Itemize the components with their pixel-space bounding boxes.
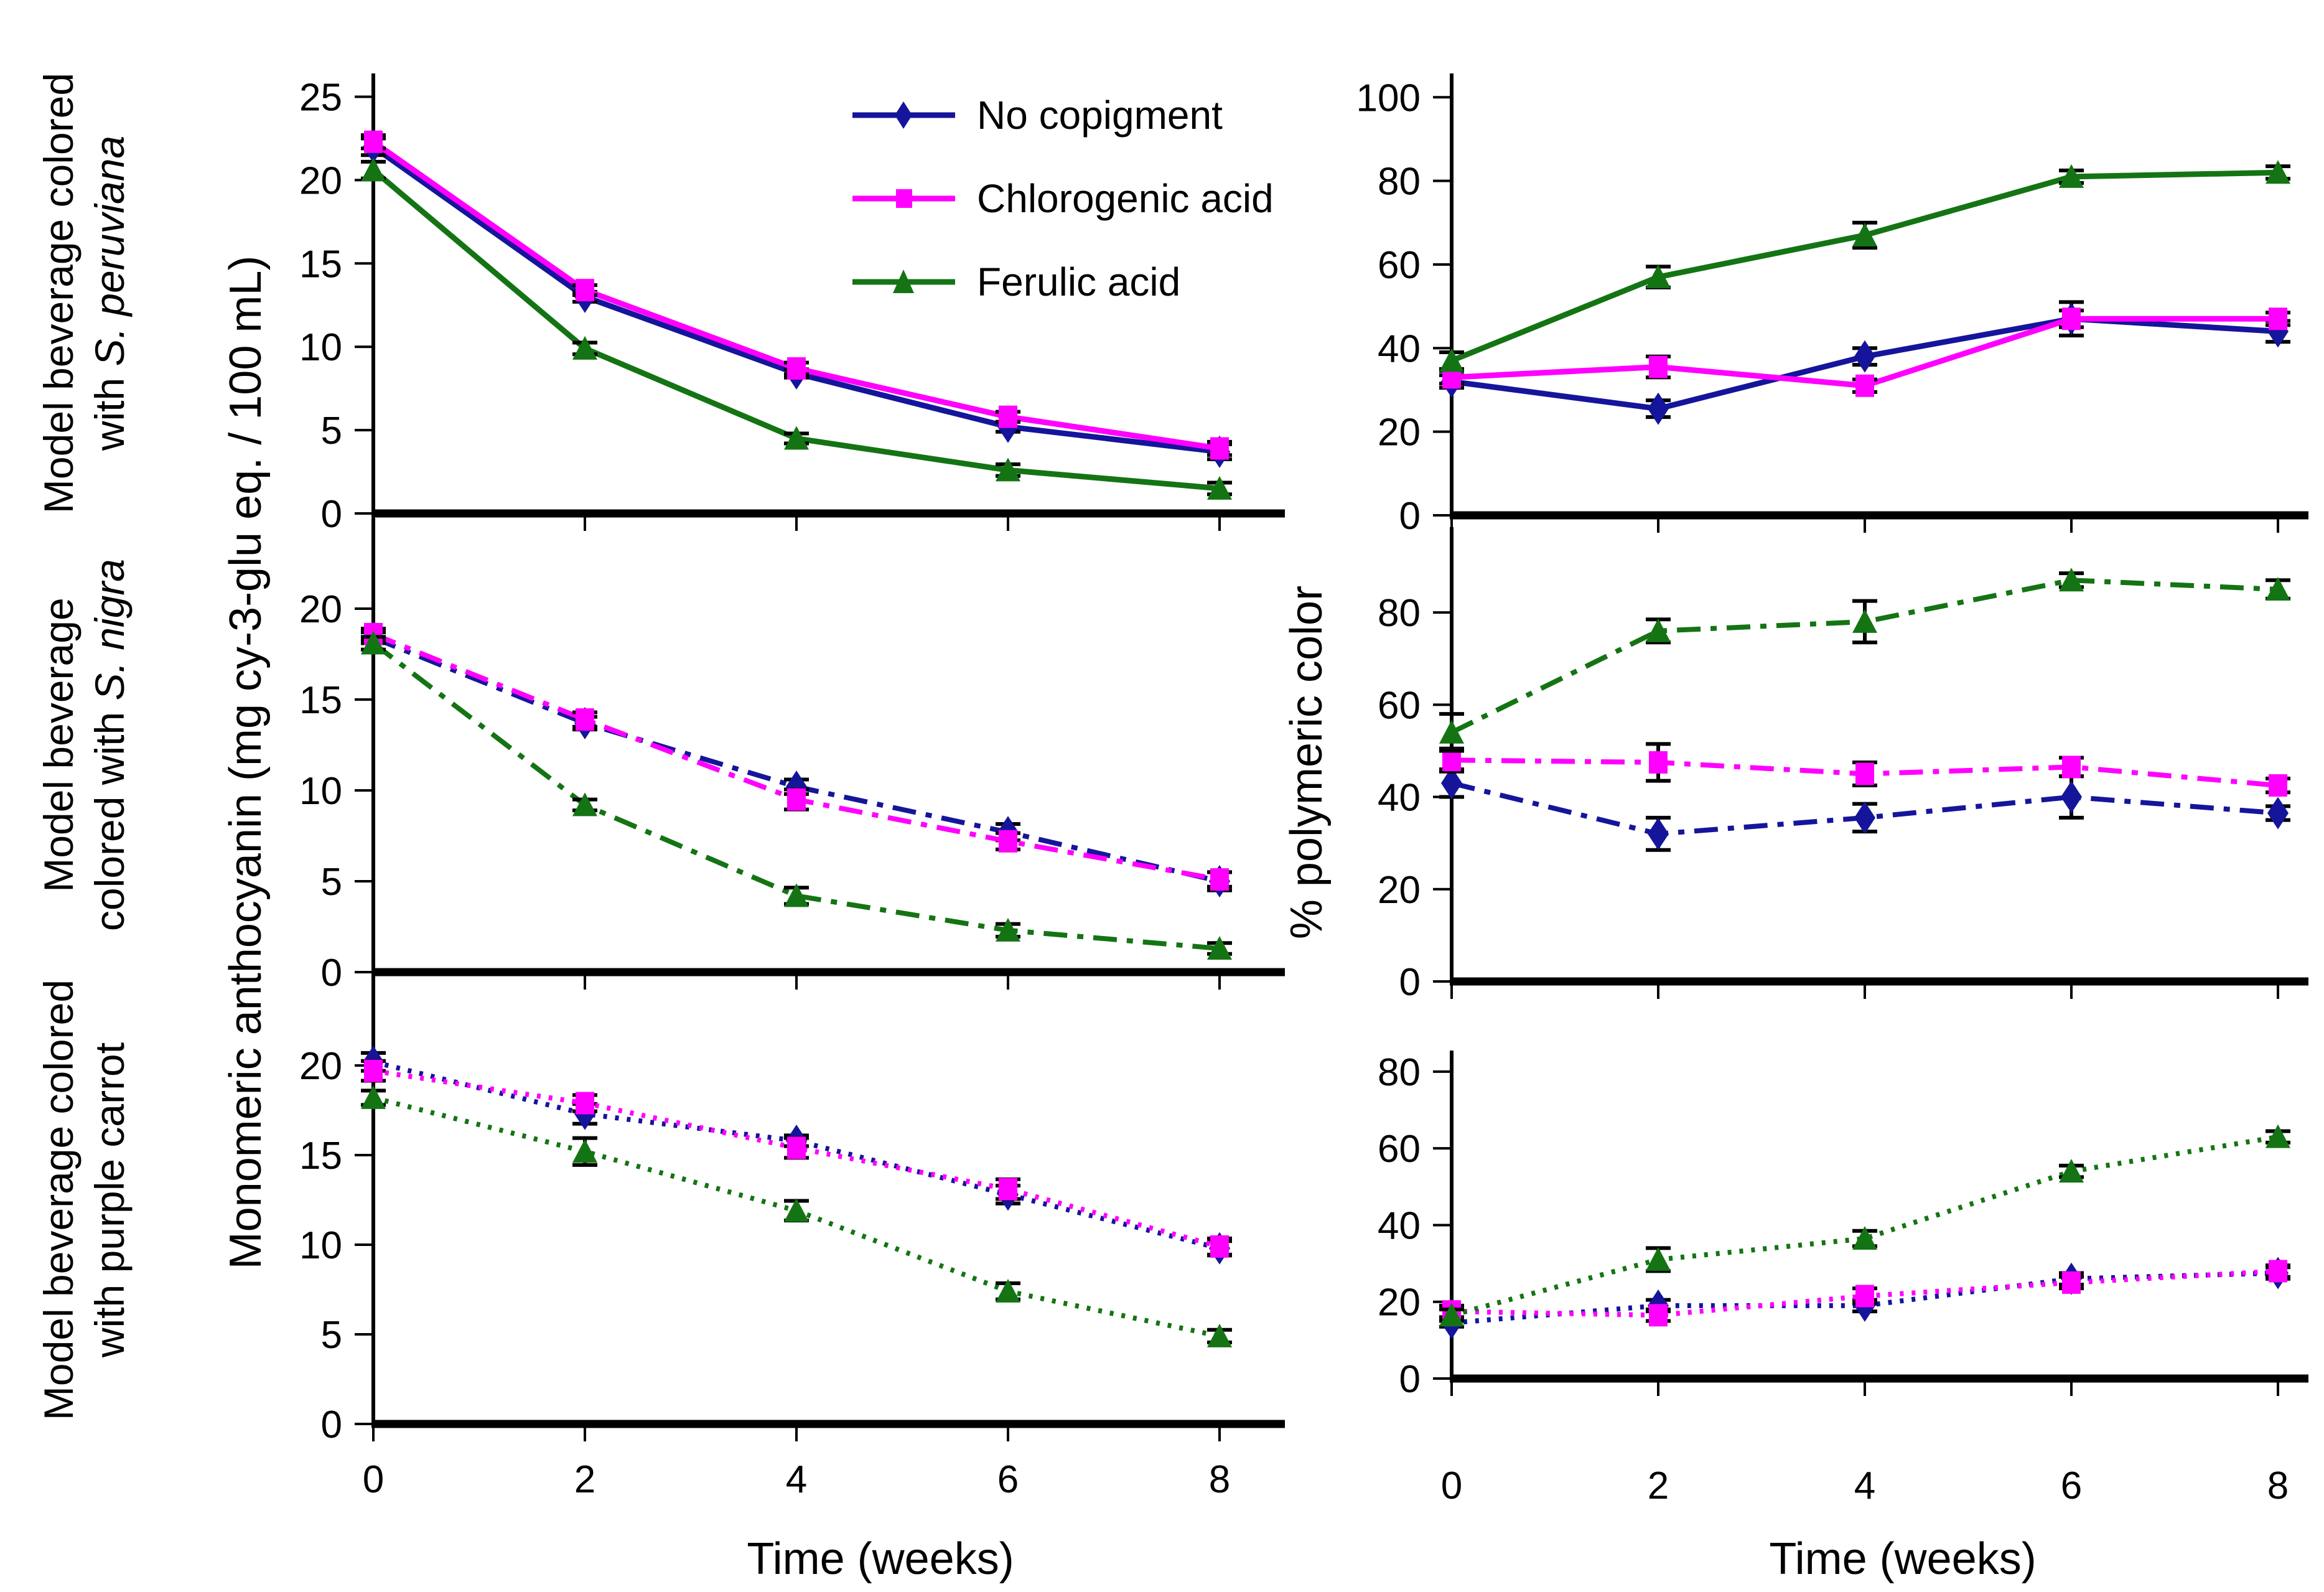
svg-text:25: 25 (299, 76, 342, 119)
x-axis-label-right: Time (weeks) (1769, 1534, 2037, 1584)
legend-label: Chlorogenic acid (977, 176, 1274, 221)
svg-text:80: 80 (1378, 161, 1421, 204)
legend-item-ferulic-acid: Ferulic acid (849, 240, 1274, 324)
svg-text:20: 20 (1378, 411, 1421, 454)
panel-nigra-polymeric: 0 20 40 60 80 (1378, 527, 2308, 1004)
svg-text:0: 0 (1399, 1358, 1421, 1401)
panel-peruviana-monomeric: 0 5 10 15 20 25 (299, 73, 1285, 536)
svg-text:60: 60 (1378, 244, 1421, 287)
svg-text:40: 40 (1378, 1204, 1421, 1247)
svg-text:2: 2 (574, 1458, 595, 1501)
svg-text:0: 0 (1399, 495, 1421, 538)
svg-text:4: 4 (786, 1458, 807, 1501)
svg-text:8: 8 (2267, 1464, 2289, 1507)
svg-text:10: 10 (299, 770, 342, 813)
legend-marker-no-copigment-icon (852, 101, 955, 129)
legend-marker-ferulic-acid-icon (852, 269, 955, 293)
svg-text:0: 0 (363, 1458, 384, 1501)
svg-text:20: 20 (299, 1045, 342, 1088)
svg-text:10: 10 (299, 326, 342, 369)
row-label-purple-carrot-line2: with purple carrot (86, 1042, 133, 1358)
legend-label: No copigment (977, 93, 1223, 138)
row-label-peruviana-line1: Model beverage colored (35, 72, 82, 514)
row-label-nigra-line1: Model beverage (35, 597, 82, 892)
svg-text:15: 15 (299, 679, 342, 722)
svg-text:0: 0 (321, 493, 342, 536)
row-label-peruviana-line2: with S. peruviana (86, 135, 133, 451)
svg-text:8: 8 (1209, 1458, 1230, 1501)
svg-text:5: 5 (321, 1314, 342, 1357)
y-axis-label-right: % polymeric color (1282, 585, 1332, 940)
svg-text:80: 80 (1378, 592, 1421, 635)
x-axis-label-left: Time (weeks) (747, 1534, 1014, 1584)
row-label-purple-carrot-line1: Model beverage colored (35, 979, 82, 1421)
svg-text:5: 5 (321, 861, 342, 904)
panel-peruviana-polymeric: 0 20 40 60 80 100 (1356, 73, 2308, 538)
row-label-nigra: Model beverage colored with S. nigra (33, 559, 135, 931)
svg-text:2: 2 (1648, 1464, 1669, 1507)
svg-text:0: 0 (321, 1403, 342, 1446)
svg-text:0: 0 (1399, 961, 1421, 1004)
legend-item-no-copigment: No copigment (849, 73, 1274, 157)
svg-text:0: 0 (1441, 1464, 1462, 1507)
svg-text:15: 15 (299, 243, 342, 286)
svg-text:100: 100 (1356, 77, 1421, 119)
svg-text:20: 20 (1378, 1281, 1421, 1324)
svg-text:15: 15 (299, 1135, 342, 1178)
row-label-purple-carrot: Model beverage colored with purple carro… (33, 980, 135, 1420)
svg-text:20: 20 (299, 159, 342, 202)
legend-marker-chlorogenic-acid-icon (852, 189, 955, 208)
svg-text:10: 10 (299, 1224, 342, 1267)
panel-carrot-monomeric: 0 5 10 15 20 0 2 4 6 8 (299, 976, 1285, 1501)
legend-label: Ferulic acid (977, 260, 1181, 304)
panel-carrot-polymeric: 0 20 40 60 80 0 2 4 6 8 (1378, 1051, 2308, 1507)
y-axis-label-left: Monomeric anthocyanin (mg cy-3-glu eq. /… (221, 255, 271, 1270)
svg-text:0: 0 (321, 952, 342, 995)
legend: No copigment Chlorogenic acid Ferulic ac… (849, 73, 1274, 324)
svg-text:6: 6 (997, 1458, 1019, 1501)
svg-text:20: 20 (299, 588, 342, 631)
svg-text:80: 80 (1378, 1051, 1421, 1094)
svg-text:60: 60 (1378, 1128, 1421, 1171)
row-label-peruviana: Model beverage colored with S. peruviana (33, 73, 135, 513)
svg-text:40: 40 (1378, 777, 1421, 820)
svg-text:20: 20 (1378, 869, 1421, 912)
svg-text:6: 6 (2061, 1464, 2082, 1507)
legend-item-chlorogenic-acid: Chlorogenic acid (849, 157, 1274, 240)
svg-text:60: 60 (1378, 684, 1421, 727)
panel-nigra-monomeric: 0 5 10 15 20 (299, 518, 1285, 995)
svg-text:5: 5 (321, 410, 342, 452)
svg-text:40: 40 (1378, 327, 1421, 370)
svg-text:4: 4 (1854, 1464, 1875, 1507)
row-label-nigra-line2: colored with S. nigra (86, 559, 133, 931)
